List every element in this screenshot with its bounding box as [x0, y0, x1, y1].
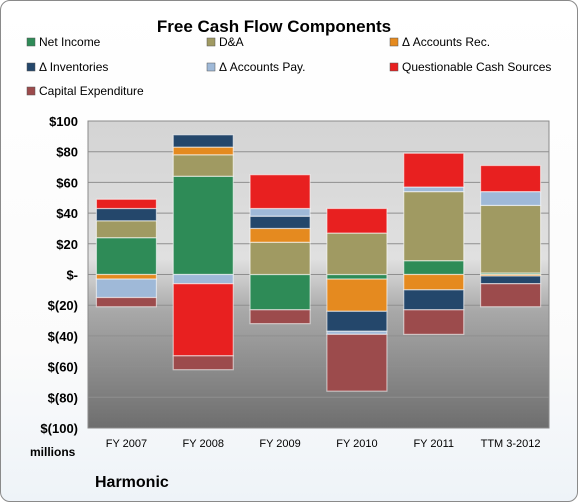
bar-d-a: [249, 241, 311, 276]
bar-delta-accounts-pay: [249, 207, 311, 217]
bar-net-income: [326, 273, 388, 280]
bar-questionable-cash-sources: [249, 174, 311, 210]
unit-label: millions: [30, 445, 76, 459]
bar-capital-expenditure: [172, 355, 234, 371]
y-tick-label: $100: [49, 114, 78, 129]
bar-capital-expenditure: [403, 309, 465, 335]
bar-delta-accounts-pay: [479, 191, 542, 207]
bar-delta-accounts-rec: [172, 146, 234, 156]
legend-label-questionable-cash-sources: Questionable Cash Sources: [402, 60, 551, 74]
bar-delta-inventories: [479, 275, 542, 285]
bar-net-income: [172, 175, 234, 276]
company-name: Harmonic: [95, 474, 169, 491]
chart-title: Free Cash Flow Components: [157, 17, 391, 36]
bar-delta-accounts-pay: [403, 186, 465, 193]
bar-capital-expenditure: [249, 309, 311, 325]
legend-label-d-a: D&A: [219, 35, 244, 49]
bar-delta-accounts-rec: [403, 273, 465, 291]
bar-net-income: [95, 237, 158, 276]
legend-label-capital-expenditure: Capital Expenditure: [39, 84, 144, 98]
x-tick-label: TTM 3-2012: [481, 438, 541, 450]
y-tick-label: $(60): [48, 360, 78, 375]
bar-d-a: [403, 191, 465, 262]
legend-swatch-net-income: [26, 37, 36, 47]
bar-capital-expenditure: [479, 283, 542, 308]
bar-delta-inventories: [249, 215, 311, 230]
x-tick-label: FY 2010: [336, 438, 377, 450]
y-tick-label: $(40): [48, 329, 78, 344]
x-tick-label: FY 2011: [413, 438, 454, 450]
bar-net-income: [403, 260, 465, 276]
y-tick-label: $(100): [40, 421, 78, 436]
bar-delta-inventories: [326, 310, 388, 332]
y-tick-label: $20: [56, 237, 78, 252]
legend-label-delta-accounts-pay: Δ Accounts Pay.: [219, 60, 306, 74]
bar-net-income: [249, 273, 311, 311]
plot-border: [87, 120, 550, 429]
x-tick-label: FY 2007: [106, 438, 147, 450]
bar-d-a: [172, 154, 234, 177]
bar-delta-inventories: [95, 207, 158, 222]
bar-questionable-cash-sources: [95, 198, 158, 210]
x-tick-label: FY 2009: [259, 438, 300, 450]
bar-d-a: [326, 232, 388, 276]
legend-label-delta-accounts-rec: Δ Accounts Rec.: [402, 35, 490, 49]
bar-delta-accounts-pay: [172, 273, 234, 285]
bar-delta-accounts-rec: [95, 273, 158, 280]
axes: FY 2007 FY 2008 FY 2009 FY 2010 FY 2011 TTM 3…: [40, 114, 550, 450]
legend-swatch-delta-inventories: [26, 62, 36, 72]
y-tick-label: $60: [56, 175, 78, 190]
bar-questionable-cash-sources: [172, 283, 234, 357]
bar-questionable-cash-sources: [403, 152, 465, 188]
x-tick-label: FY 2008: [183, 438, 224, 450]
bar-capital-expenditure: [95, 296, 158, 308]
bar-questionable-cash-sources: [326, 207, 388, 234]
bar-delta-accounts-pay: [95, 278, 158, 299]
bar-delta-accounts-rec: [326, 278, 388, 312]
plot-area: [88, 120, 549, 429]
bar-capital-expenditure: [326, 333, 388, 392]
legend: Net Income D&A Δ Accounts Rec. Δ Inventorie…: [26, 35, 551, 98]
y-tick-label: $(20): [48, 298, 78, 313]
legend-swatch-delta-accounts-pay: [206, 62, 216, 72]
legend-swatch-capital-expenditure: [26, 86, 36, 96]
bar-d-a: [95, 220, 158, 239]
bar-questionable-cash-sources: [479, 164, 542, 193]
bar-delta-inventories: [403, 289, 465, 311]
y-tick-label: $80: [56, 145, 78, 160]
legend-label-net-income: Net Income: [39, 35, 101, 49]
y-tick-label: $(80): [48, 390, 78, 405]
bar-d-a: [479, 204, 542, 274]
bar-delta-inventories: [172, 134, 234, 148]
legend-swatch-questionable-cash-sources: [389, 62, 399, 72]
legend-swatch-d-a: [206, 37, 216, 47]
legend-swatch-delta-accounts-rec: [389, 37, 399, 47]
y-tick-label: $-: [66, 268, 78, 283]
bar-delta-accounts-rec: [249, 227, 311, 243]
y-tick-label: $40: [56, 206, 78, 221]
legend-label-delta-inventories: Δ Inventories: [39, 60, 108, 74]
